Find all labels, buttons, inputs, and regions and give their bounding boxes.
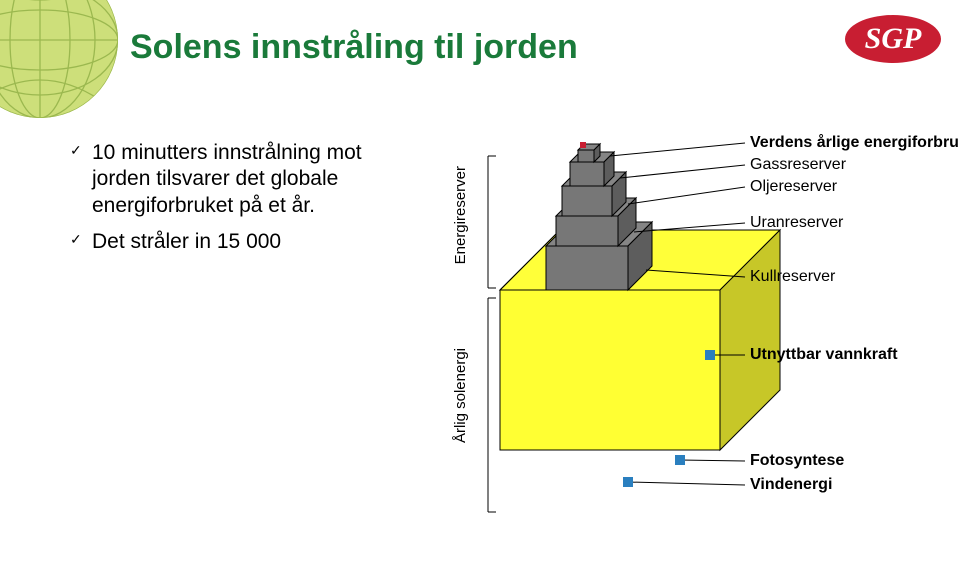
diagram-label: Vindenergi xyxy=(750,476,832,494)
axis-label-reserves: Energireserver xyxy=(452,166,469,264)
diagram-label: Gassreserver xyxy=(750,156,846,174)
diagram-label: Utnyttbar vannkraft xyxy=(750,346,898,364)
diagram-label: Oljereserver xyxy=(750,178,837,196)
axis-label-solar: Årlig solenergi xyxy=(452,348,469,443)
logo-text: SGP xyxy=(865,22,922,55)
globe-decoration xyxy=(0,0,120,120)
bullet-item: Det stråler in 15 000 xyxy=(70,229,390,255)
page-title: Solens innstråling til jorden xyxy=(130,28,578,67)
diagram-label: Kullreserver xyxy=(750,268,835,286)
diagram-label: Fotosyntese xyxy=(750,452,844,470)
bullet-item: 10 minutters innstrålning mot jorden til… xyxy=(70,140,390,219)
diagram-label: Verdens årlige energiforbruk xyxy=(750,134,959,152)
diagram-label: Uranreserver xyxy=(750,214,843,232)
energy-diagram: Energireserver Årlig solenergi Verdens å… xyxy=(410,120,940,560)
sgp-logo: SGP xyxy=(843,12,943,66)
bullet-list: 10 minutters innstrålning mot jorden til… xyxy=(70,140,390,265)
